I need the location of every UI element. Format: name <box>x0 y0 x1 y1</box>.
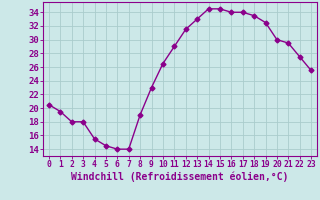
X-axis label: Windchill (Refroidissement éolien,°C): Windchill (Refroidissement éolien,°C) <box>71 172 289 182</box>
